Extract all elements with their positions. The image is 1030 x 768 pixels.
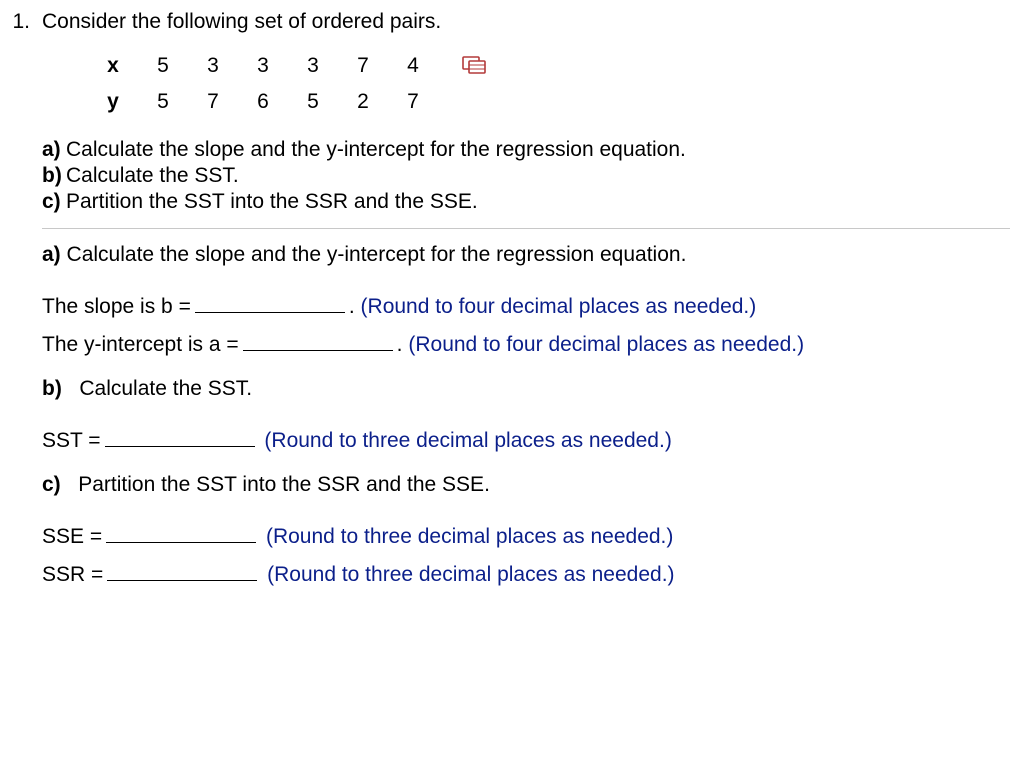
intercept-prefix: The y-intercept is a = [42, 333, 239, 357]
cell: 5 [288, 84, 338, 120]
cell: 7 [188, 84, 238, 120]
sse-line: SSE = (Round to three decimal places as … [42, 519, 1010, 549]
question-content: Consider the following set of ordered pa… [42, 10, 1030, 607]
part-label: b) [42, 164, 66, 188]
intercept-input[interactable] [243, 327, 393, 351]
sst-input[interactable] [105, 423, 255, 447]
ssr-line: SSR = (Round to three decimal places as … [42, 557, 1010, 587]
ssr-hint: (Round to three decimal places as needed… [267, 563, 674, 587]
part-text: Partition the SST into the SSR and the S… [66, 190, 478, 214]
section-c: c) Partition the SST into the SSR and th… [42, 473, 1010, 587]
table-row: x 5 3 3 3 7 4 [88, 48, 438, 84]
cell: 7 [388, 84, 438, 120]
prompt-text: Consider the following set of ordered pa… [42, 10, 1010, 34]
intercept-line: The y-intercept is a = . (Round to four … [42, 327, 1010, 357]
slope-line: The slope is b = . (Round to four decima… [42, 289, 1010, 319]
parts-list: a) Calculate the slope and the y-interce… [42, 138, 1010, 214]
section-c-text: Partition the SST into the SSR and the S… [78, 473, 490, 496]
copy-table-icon[interactable] [462, 54, 488, 82]
section-c-heading: c) Partition the SST into the SSR and th… [42, 473, 1010, 497]
part-label: a) [42, 138, 66, 162]
cell: 2 [338, 84, 388, 120]
row-header-y: y [88, 84, 138, 120]
part-text: Calculate the SST. [66, 164, 239, 188]
sst-line: SST = (Round to three decimal places as … [42, 423, 1010, 453]
slope-prefix: The slope is b = [42, 295, 191, 319]
cell: 3 [238, 48, 288, 84]
cell: 5 [138, 48, 188, 84]
part-label: c) [42, 190, 66, 214]
data-table-wrap: x 5 3 3 3 7 4 y 5 7 6 5 2 7 [42, 48, 1010, 120]
section-c-label: c) [42, 473, 61, 496]
part-a-row: a) Calculate the slope and the y-interce… [42, 138, 1010, 162]
cell: 5 [138, 84, 188, 120]
intercept-hint: (Round to four decimal places as needed.… [408, 333, 804, 357]
question-container: 1. Consider the following set of ordered… [0, 0, 1030, 607]
sse-hint: (Round to three decimal places as needed… [266, 525, 673, 549]
cell: 3 [188, 48, 238, 84]
sse-input[interactable] [106, 519, 256, 543]
section-a-heading: a) Calculate the slope and the y-interce… [42, 243, 1010, 267]
section-a-label: a) [42, 243, 61, 266]
separator [42, 228, 1010, 229]
part-c-row: c) Partition the SST into the SSR and th… [42, 190, 1010, 214]
cell: 6 [238, 84, 288, 120]
section-b-heading: b) Calculate the SST. [42, 377, 1010, 401]
section-b: b) Calculate the SST. SST = (Round to th… [42, 377, 1010, 453]
sst-hint: (Round to three decimal places as needed… [264, 429, 671, 453]
ssr-input[interactable] [107, 557, 257, 581]
sse-prefix: SSE = [42, 525, 102, 549]
section-a-text: Calculate the slope and the y-intercept … [67, 243, 687, 266]
sst-prefix: SST = [42, 429, 101, 453]
cell: 4 [388, 48, 438, 84]
section-a: a) Calculate the slope and the y-interce… [42, 243, 1010, 357]
part-b-row: b) Calculate the SST. [42, 164, 1010, 188]
ssr-prefix: SSR = [42, 563, 103, 587]
cell: 7 [338, 48, 388, 84]
table-row: y 5 7 6 5 2 7 [88, 84, 438, 120]
cell: 3 [288, 48, 338, 84]
section-b-label: b) [42, 377, 62, 400]
section-b-text: Calculate the SST. [79, 377, 252, 400]
slope-input[interactable] [195, 289, 345, 313]
data-table: x 5 3 3 3 7 4 y 5 7 6 5 2 7 [88, 48, 438, 120]
row-header-x: x [88, 48, 138, 84]
slope-hint: (Round to four decimal places as needed.… [361, 295, 757, 319]
question-number: 1. [0, 10, 42, 34]
part-text: Calculate the slope and the y-intercept … [66, 138, 686, 162]
